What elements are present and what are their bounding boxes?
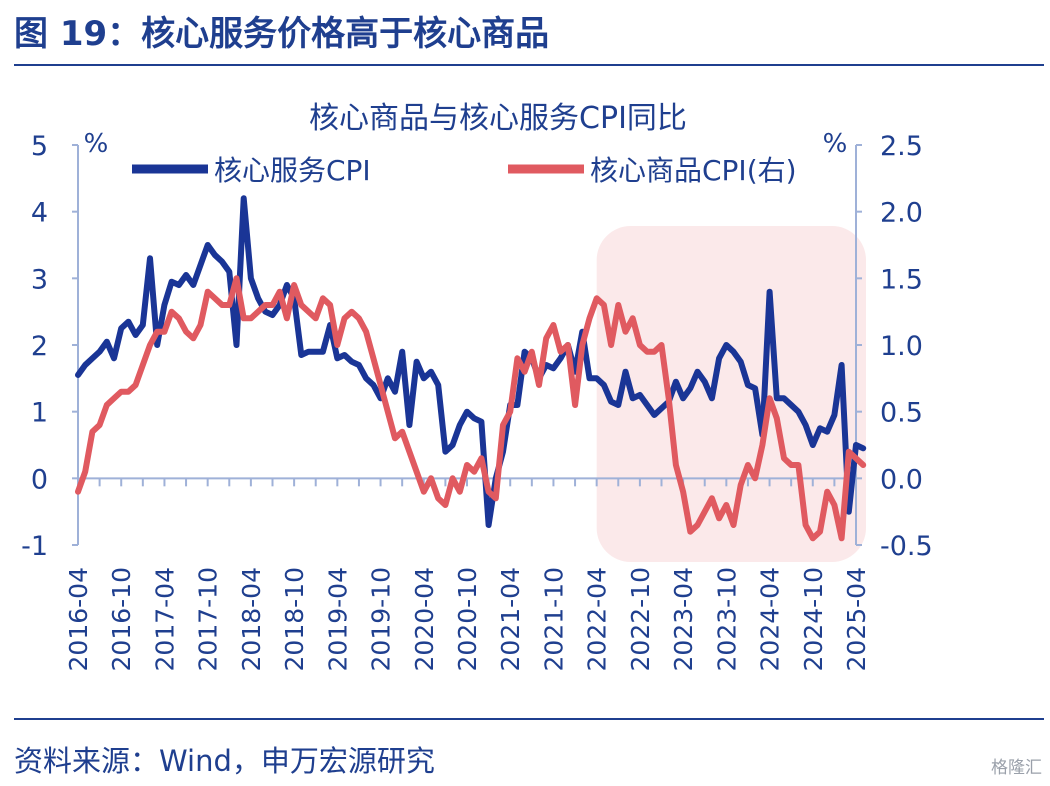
chart-title: 核心商品与核心服务CPI同比 xyxy=(309,101,687,136)
x-tick-label: 2024-04 xyxy=(756,567,785,671)
left-tick-label: 5 xyxy=(31,131,48,162)
series-line-services xyxy=(75,195,867,528)
right-tick-label: 0.5 xyxy=(880,398,923,429)
x-tick-label: 2019-04 xyxy=(323,567,352,671)
x-tick-label: 2017-10 xyxy=(194,567,223,671)
x-tick-label: 2017-04 xyxy=(150,567,179,671)
left-tick-label: 0 xyxy=(31,464,48,495)
x-tick-label: 2024-10 xyxy=(799,567,828,671)
title-rule xyxy=(14,64,1044,66)
x-tick-label: 2023-10 xyxy=(712,567,741,671)
right-tick-label: 2.5 xyxy=(880,131,923,162)
x-tick-label: 2016-04 xyxy=(64,567,93,671)
x-tick-label: 2018-04 xyxy=(237,567,266,671)
right-tick-label: 0.0 xyxy=(880,464,923,495)
x-tick-label: 2022-04 xyxy=(583,567,612,671)
x-tick-label: 2022-10 xyxy=(626,567,655,671)
left-axis-unit: % xyxy=(84,129,109,159)
left-tick-label: -1 xyxy=(21,531,48,562)
legend-label-services: 核心服务CPI xyxy=(214,154,371,187)
legend: 核心服务CPI 核心商品CPI(右) xyxy=(132,154,797,187)
footer-rule xyxy=(14,718,1044,720)
x-tick-label: 2020-10 xyxy=(453,567,482,671)
x-tick-label: 2020-04 xyxy=(410,567,439,671)
x-tick-label: 2018-10 xyxy=(280,567,309,671)
axes: -1 0 1 2 3 4 5 -0.5 0.0 0.5 1.0 1.5 2.0 2.5 2016-04 201… xyxy=(21,131,933,671)
x-tick-label: 2025-04 xyxy=(842,567,871,671)
right-tick-label: -0.5 xyxy=(880,531,933,562)
legend-label-goods: 核心商品CPI(右) xyxy=(590,154,797,187)
watermark-logo: 格隆汇 xyxy=(991,758,1042,778)
left-tick-label: 3 xyxy=(31,264,48,295)
chart-svg: 核心商品与核心服务CPI同比 % % -1 0 1 2 3 4 5 -0.5 0.0 0.5 1.0… xyxy=(21,101,933,671)
figure-title: 图 19：核心服务价格高于核心商品 xyxy=(14,14,550,54)
series-lines xyxy=(75,195,867,542)
right-axis-unit: % xyxy=(823,129,848,159)
left-tick-label: 4 xyxy=(31,198,48,229)
x-tick-label: 2019-10 xyxy=(367,567,396,671)
left-tick-label: 1 xyxy=(31,398,48,429)
right-tick-label: 2.0 xyxy=(880,198,923,229)
x-tick-label: 2023-04 xyxy=(669,567,698,671)
x-tick-label: 2016-10 xyxy=(107,567,136,671)
right-tick-label: 1.5 xyxy=(880,264,923,295)
right-tick-label: 1.0 xyxy=(880,331,923,362)
left-tick-label: 2 xyxy=(31,331,48,362)
x-tick-label: 2021-10 xyxy=(539,567,568,671)
source-note: 资料来源：Wind，申万宏源研究 xyxy=(14,744,435,778)
x-tick-label: 2021-04 xyxy=(496,567,525,671)
series-line-goods xyxy=(75,275,867,542)
